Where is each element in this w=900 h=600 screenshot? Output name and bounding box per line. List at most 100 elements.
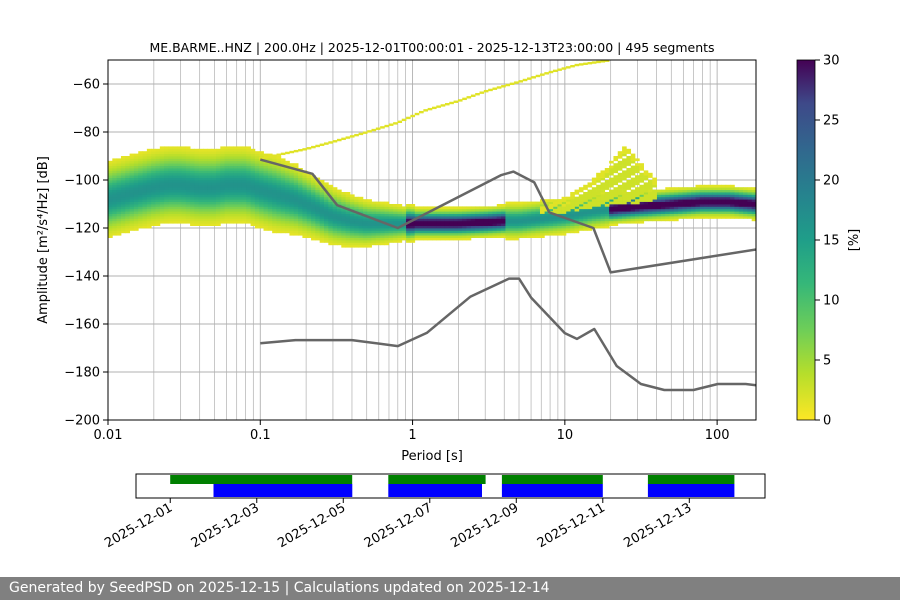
psd-cell (349, 194, 355, 198)
psd-cell (466, 237, 472, 241)
psd-cell (470, 208, 476, 212)
psd-cell (224, 206, 230, 210)
psd-cell (151, 223, 156, 226)
psd-cell (254, 156, 260, 159)
psd-cell (203, 148, 208, 152)
psd-cell (561, 201, 567, 205)
psd-cell (267, 211, 273, 214)
psd-cell (479, 230, 485, 234)
psd-cell (254, 172, 260, 176)
psd-cell (721, 196, 727, 200)
psd-cell (475, 235, 480, 238)
psd-cell (466, 211, 472, 214)
psd-cell (518, 80, 524, 83)
psd-cell (367, 230, 372, 234)
psd-cell (151, 189, 156, 193)
psd-cell (237, 216, 243, 219)
psd-cell (246, 218, 251, 222)
psd-cell (233, 211, 238, 214)
psd-cell (509, 232, 515, 236)
psd-cell (656, 208, 662, 212)
psd-cell (652, 196, 657, 200)
psd-cell (686, 216, 692, 219)
psd-cell (406, 218, 411, 222)
psd-cell (133, 201, 139, 205)
psd-cell (285, 168, 290, 171)
psd-cell (704, 184, 709, 188)
psd-cell (159, 146, 165, 150)
psd-cell (336, 237, 342, 241)
psd-cell (246, 158, 251, 162)
psd-cell (285, 172, 290, 176)
psd-cell (207, 153, 213, 157)
psd-cell (453, 211, 459, 214)
psd-cell (185, 170, 191, 174)
psd-cell (514, 204, 519, 207)
psd-cell (181, 218, 187, 222)
psd-cell (228, 196, 234, 200)
psd-cell (120, 160, 126, 164)
psd-cell (120, 230, 126, 234)
psd-cell (146, 158, 152, 162)
psd-cell (630, 199, 636, 202)
psd-cell (112, 194, 118, 198)
psd-cell (129, 223, 135, 226)
psd-cell (565, 201, 571, 205)
psd-cell (643, 189, 649, 193)
psd-cell (362, 232, 368, 236)
psd-cell (444, 237, 450, 241)
psd-cell (531, 201, 537, 205)
psd-cell (181, 146, 187, 150)
psd-cell (470, 216, 476, 219)
psd-cell (276, 156, 282, 159)
psd-cell (142, 158, 148, 162)
psd-cell (228, 192, 234, 195)
psd-cell (276, 199, 282, 202)
psd-cell (548, 201, 554, 205)
psd-cell (280, 180, 286, 183)
psd-cell (259, 180, 264, 183)
psd-cell (501, 208, 506, 212)
psd-cell (302, 148, 308, 151)
psd-cell (341, 232, 346, 236)
psd-cell (613, 211, 619, 214)
psd-cell (479, 218, 485, 222)
psd-cell (293, 218, 299, 222)
psd-cell (220, 194, 226, 198)
psd-cell (587, 213, 593, 217)
psd-cell (609, 182, 614, 186)
psd-cell (453, 100, 459, 103)
psd-cell (228, 199, 234, 202)
psd-cell (367, 244, 372, 248)
noise-models (259, 158, 756, 392)
psd-cell (509, 201, 515, 205)
psd-cell (682, 196, 688, 200)
psd-cell (211, 170, 217, 174)
psd-cell (302, 211, 308, 214)
psd-cell (146, 213, 152, 217)
psd-cell (423, 225, 429, 229)
psd-cell (414, 237, 420, 241)
psd-cell (155, 160, 161, 164)
psd-cell (332, 220, 338, 224)
psd-cell (328, 213, 334, 217)
psd-cell (419, 110, 424, 114)
psd-cell (406, 208, 411, 212)
psd-cell (220, 148, 226, 152)
psd-cell (293, 204, 299, 207)
psd-cell (488, 223, 493, 226)
psd-cell (185, 204, 191, 207)
psd-cell (254, 151, 260, 154)
psd-cell (751, 192, 756, 195)
psd-cell (496, 230, 502, 234)
timeline-tick-label: 2025-12-03 (189, 500, 262, 551)
psd-cell (241, 204, 247, 207)
psd-cell (190, 216, 195, 219)
psd-cell (216, 208, 221, 212)
psd-cell (401, 228, 407, 231)
psd-cell (138, 165, 143, 169)
psd-cell (561, 206, 567, 210)
psd-cell (457, 99, 463, 102)
psd-cell (699, 199, 705, 202)
psd-cell (704, 199, 709, 202)
